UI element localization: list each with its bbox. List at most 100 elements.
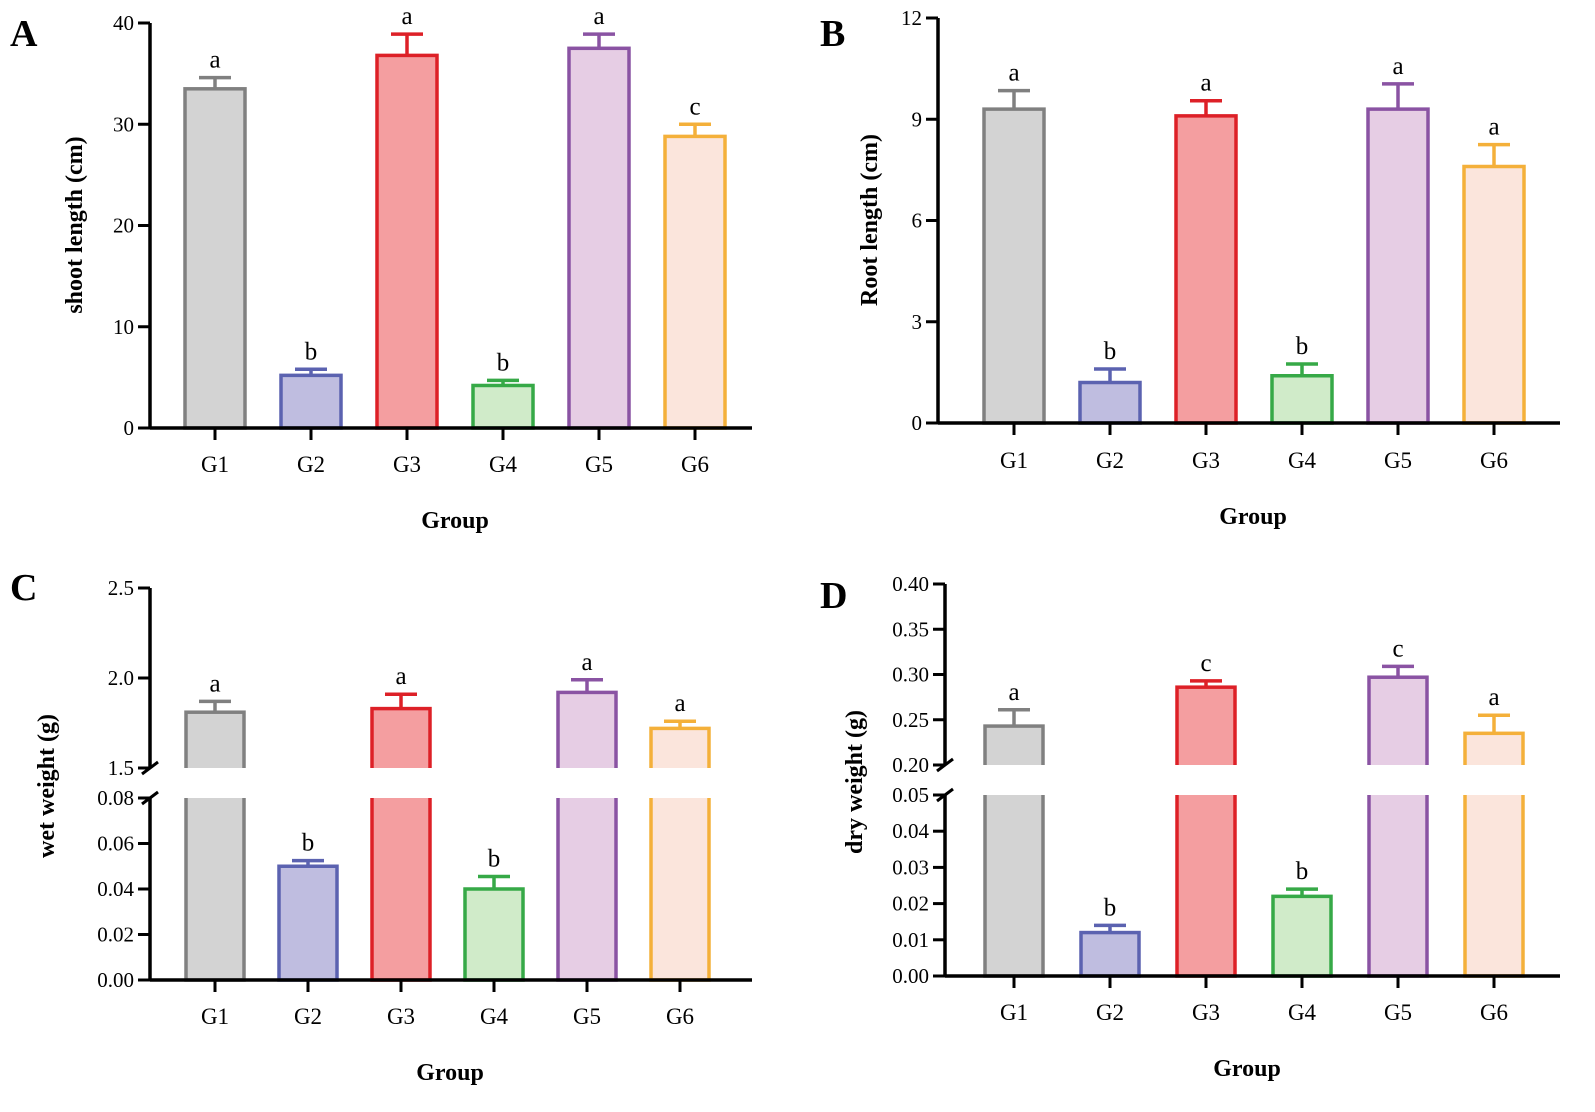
x-tick-label: G6: [681, 452, 709, 477]
y-tick-label: 0.04: [892, 819, 929, 843]
y-tick-label: 0: [912, 411, 923, 435]
y-tick-label: 2.5: [108, 576, 134, 600]
x-tick-label: G2: [1096, 1000, 1124, 1025]
x-axis-title: Group: [416, 1060, 484, 1086]
y-tick-label: 0.25: [892, 708, 929, 732]
bar-g6: [1462, 164, 1526, 425]
significance-label: c: [689, 93, 700, 120]
x-tick-label: G1: [201, 1004, 229, 1029]
x-axis-title: Group: [421, 508, 489, 534]
bar-g2: [1078, 380, 1142, 425]
y-axis-title: Root length (cm): [857, 134, 883, 306]
bar-g5: [556, 690, 618, 982]
x-tick-label: G4: [1288, 448, 1317, 473]
significance-label: a: [209, 670, 220, 697]
axis-break-mark: [141, 760, 159, 776]
chart-panel-b: Ba G1 b G2 a G3 b G4 a G5 a G6 0 3 6 9 12 Group Root lengt…: [820, 6, 1560, 530]
x-tick-label: G2: [294, 1004, 322, 1029]
x-tick-label: G5: [1384, 1000, 1412, 1025]
y-tick-label: 0.06: [97, 832, 134, 856]
bar-g3: [370, 706, 432, 982]
bar-g4: [1271, 894, 1333, 978]
y-tick-label: 0.00: [97, 968, 134, 992]
x-tick-label: G2: [1096, 448, 1124, 473]
x-tick-label: G4: [480, 1004, 509, 1029]
panel-letter: D: [820, 575, 847, 617]
bar-g4: [471, 383, 535, 430]
y-tick-label: 0.05: [892, 783, 929, 807]
y-tick-label: 0.03: [892, 855, 929, 879]
bar-g1: [983, 724, 1045, 978]
bar-g2: [277, 864, 339, 982]
y-axis-title: shoot length (cm): [62, 136, 88, 313]
y-tick-label: 6: [912, 209, 923, 233]
x-tick-label: G1: [1000, 1000, 1028, 1025]
axis-break-strip: [183, 768, 247, 798]
significance-label: a: [581, 649, 592, 676]
axis-break-strip: [982, 765, 1046, 795]
bar-g4: [463, 887, 525, 982]
significance-label: b: [1296, 333, 1309, 360]
significance-label: b: [488, 845, 501, 872]
axis-break-strip: [369, 768, 433, 798]
significance-label: b: [1104, 338, 1117, 365]
x-tick-label: G3: [387, 1004, 415, 1029]
bar-g2: [279, 373, 343, 430]
y-tick-label: 0: [124, 416, 135, 440]
x-tick-label: G2: [297, 452, 325, 477]
significance-label: b: [305, 338, 318, 365]
significance-label: b: [1104, 894, 1117, 921]
bar-g1: [184, 710, 246, 982]
significance-label: b: [497, 349, 510, 376]
axis-break-strip: [1462, 765, 1526, 795]
significance-label: b: [302, 830, 315, 857]
y-tick-label: 0.35: [892, 617, 929, 641]
x-tick-label: G3: [1192, 448, 1220, 473]
panel-letter: A: [10, 13, 38, 55]
y-tick-label: 3: [912, 310, 923, 334]
bar-g1: [183, 87, 247, 430]
y-tick-label: 0.08: [97, 786, 134, 810]
axis-break-mark: [936, 757, 954, 773]
bar-g2: [1079, 930, 1141, 978]
x-tick-label: G5: [585, 452, 613, 477]
x-tick-label: G1: [201, 452, 229, 477]
y-tick-label: 0.02: [97, 923, 134, 947]
significance-label: a: [1488, 684, 1499, 711]
x-tick-label: G4: [489, 452, 518, 477]
significance-label: a: [395, 663, 406, 690]
significance-label: a: [1488, 114, 1499, 141]
y-tick-label: 1.5: [108, 756, 134, 780]
y-axis-title: wet weight (g): [34, 714, 60, 858]
bar-g5: [1366, 107, 1430, 425]
y-tick-label: 0.30: [892, 663, 929, 687]
bar-g4: [1270, 374, 1334, 425]
x-tick-label: G5: [1384, 448, 1412, 473]
significance-label: a: [1008, 60, 1019, 87]
panel-letter: C: [10, 567, 37, 609]
y-tick-label: 0.04: [97, 877, 134, 901]
bar-g5: [1367, 675, 1429, 978]
y-tick-label: 20: [113, 214, 134, 238]
axis-break-strip: [1174, 765, 1238, 795]
x-tick-label: G6: [1480, 448, 1508, 473]
bar-g5: [567, 46, 631, 430]
x-axis-title: Group: [1213, 1056, 1281, 1082]
significance-label: a: [401, 3, 412, 30]
y-tick-label: 0.01: [892, 928, 929, 952]
axis-break-mark: [141, 790, 159, 806]
significance-label: a: [1200, 70, 1211, 97]
axis-break-mark: [936, 787, 954, 803]
y-tick-label: 9: [912, 107, 923, 131]
panel-letter: B: [820, 13, 845, 55]
y-tick-label: 0.00: [892, 964, 929, 988]
y-tick-label: 0.40: [892, 572, 929, 596]
significance-label: a: [593, 3, 604, 30]
bar-g3: [1174, 114, 1238, 425]
x-tick-label: G3: [1192, 1000, 1220, 1025]
significance-label: c: [1200, 650, 1211, 677]
chart-panel-d: Da G1 b G2 c G3 b G4 c G5 a G6 0.00 0.01 0.02 0.03 0.04 0…: [820, 572, 1560, 1082]
x-tick-label: G6: [1480, 1000, 1508, 1025]
axis-break-strip: [648, 768, 712, 798]
